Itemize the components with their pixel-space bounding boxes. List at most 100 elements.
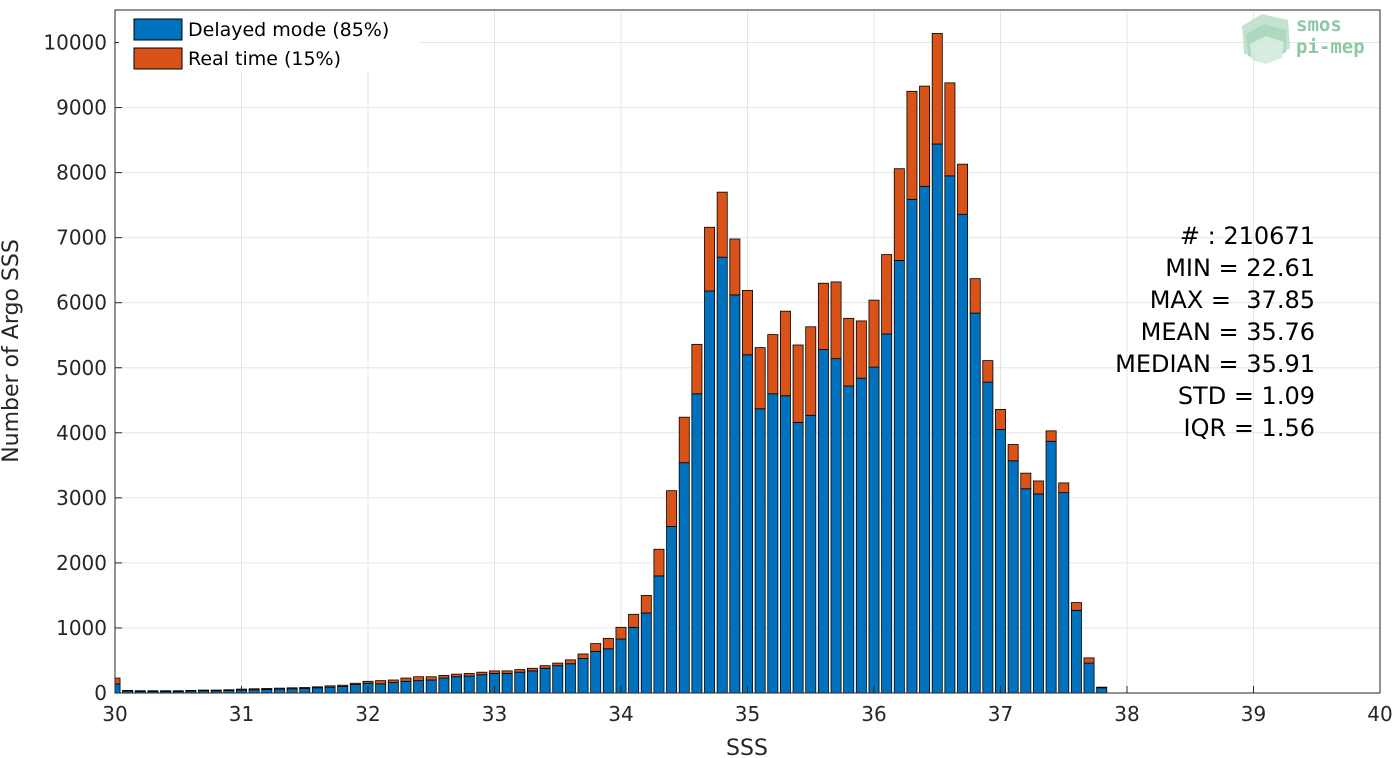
bar-real-time bbox=[957, 163, 969, 215]
bar-real-time bbox=[944, 82, 956, 177]
bar-delayed-mode bbox=[438, 677, 450, 694]
bar-real-time bbox=[324, 685, 336, 688]
bar-real-time bbox=[198, 689, 210, 692]
y-axis-label: Number of Argo SSS bbox=[0, 239, 24, 463]
bar-real-time bbox=[349, 682, 361, 685]
bar-delayed-mode bbox=[830, 358, 842, 694]
bar-real-time bbox=[261, 688, 273, 690]
bar-real-time bbox=[134, 690, 146, 692]
bar-delayed-mode bbox=[1070, 609, 1082, 694]
bar-real-time bbox=[122, 689, 134, 692]
bar-real-time bbox=[982, 360, 994, 383]
bar-delayed-mode bbox=[286, 688, 298, 694]
bar-delayed-mode bbox=[261, 689, 273, 694]
y-tick-label: 7000 bbox=[56, 226, 107, 250]
y-tick-label: 6000 bbox=[56, 291, 107, 315]
x-axis-label: SSS bbox=[726, 736, 768, 758]
bar-real-time bbox=[489, 670, 500, 674]
bar-delayed-mode bbox=[501, 673, 513, 694]
bar-real-time bbox=[704, 226, 716, 292]
legend-label-realtime: Real time (15%) bbox=[188, 48, 341, 70]
bar-real-time bbox=[1058, 482, 1070, 494]
bar-delayed-mode bbox=[425, 679, 437, 694]
bar-delayed-mode bbox=[817, 349, 829, 694]
bar-real-time bbox=[805, 326, 817, 416]
bar-real-time bbox=[843, 317, 855, 387]
x-tick-label: 39 bbox=[1241, 702, 1266, 726]
bar-real-time bbox=[476, 671, 488, 676]
bar-delayed-mode bbox=[982, 381, 994, 694]
bar-delayed-mode bbox=[1083, 662, 1095, 694]
x-tick-label: 36 bbox=[861, 702, 886, 726]
bar-real-time bbox=[160, 690, 172, 692]
stat-std: STD = 1.09 bbox=[1178, 382, 1315, 410]
bar-real-time bbox=[830, 281, 842, 360]
y-tick-label: 9000 bbox=[56, 96, 107, 120]
x-tick-label: 32 bbox=[355, 702, 380, 726]
bar-real-time bbox=[425, 676, 437, 681]
y-tick-label: 2000 bbox=[56, 551, 107, 575]
bar-delayed-mode bbox=[881, 333, 893, 694]
legend-label-delayed: Delayed mode (85%) bbox=[188, 19, 389, 41]
bar-real-time bbox=[539, 665, 551, 669]
y-tick-label: 0 bbox=[94, 681, 107, 705]
bar-real-time bbox=[413, 676, 425, 682]
bar-delayed-mode bbox=[514, 671, 526, 694]
bar-real-time bbox=[514, 669, 526, 673]
y-tick-label: 3000 bbox=[56, 486, 107, 510]
bar-real-time bbox=[185, 689, 197, 692]
bar-real-time bbox=[552, 662, 564, 667]
bar-delayed-mode bbox=[666, 526, 678, 694]
bar-delayed-mode bbox=[476, 674, 488, 694]
stat-max: MAX = 37.85 bbox=[1150, 286, 1315, 314]
bar-delayed-mode bbox=[564, 663, 576, 694]
bar-delayed-mode bbox=[1096, 687, 1108, 694]
bar-delayed-mode bbox=[754, 408, 766, 694]
bar-delayed-mode bbox=[615, 638, 627, 694]
bar-real-time bbox=[564, 659, 576, 665]
bar-real-time bbox=[1032, 480, 1044, 495]
bar-real-time bbox=[1096, 686, 1108, 689]
bar-delayed-mode bbox=[969, 312, 981, 694]
bar-real-time bbox=[400, 677, 412, 682]
legend: Delayed mode (85%) Real time (15%) bbox=[119, 12, 419, 72]
bar-real-time bbox=[362, 680, 374, 684]
bar-real-time bbox=[969, 278, 981, 314]
bar-real-time bbox=[628, 613, 640, 628]
bar-delayed-mode bbox=[1045, 440, 1057, 694]
bar-real-time bbox=[742, 289, 753, 356]
bar-delayed-mode bbox=[704, 290, 716, 694]
bar-delayed-mode bbox=[995, 429, 1006, 694]
bar-real-time bbox=[881, 254, 893, 335]
bar-delayed-mode bbox=[767, 393, 779, 694]
bar-delayed-mode bbox=[906, 198, 918, 694]
bar-real-time bbox=[526, 667, 538, 672]
bar-real-time bbox=[868, 299, 880, 368]
y-tick-label: 1000 bbox=[56, 616, 107, 640]
bar-real-time bbox=[375, 680, 387, 685]
legend-swatch-delayed bbox=[133, 18, 183, 41]
bar-delayed-mode bbox=[552, 665, 564, 694]
x-tick-label: 31 bbox=[229, 702, 254, 726]
bar-real-time bbox=[1070, 602, 1082, 611]
bar-delayed-mode bbox=[716, 256, 728, 694]
bar-delayed-mode bbox=[337, 686, 349, 694]
bar-real-time bbox=[248, 688, 260, 691]
stat-count: # : 210671 bbox=[1180, 222, 1315, 250]
bar-real-time bbox=[590, 643, 602, 652]
bar-delayed-mode bbox=[653, 575, 665, 694]
bar-delayed-mode bbox=[628, 626, 640, 694]
bar-real-time bbox=[716, 191, 728, 258]
bar-real-time bbox=[337, 684, 349, 687]
bar-delayed-mode bbox=[539, 667, 551, 694]
bar-delayed-mode bbox=[1032, 493, 1044, 694]
bar-real-time bbox=[463, 673, 475, 677]
bar-real-time bbox=[273, 687, 285, 690]
stat-mean: MEAN = 35.76 bbox=[1141, 318, 1315, 346]
bar-real-time bbox=[615, 626, 627, 640]
bar-real-time bbox=[666, 490, 678, 527]
bar-delayed-mode bbox=[349, 684, 361, 694]
bar-real-time bbox=[691, 343, 703, 395]
tick-labels: 30 31 32 33 34 35 36 37 38 39 40 0 1000 2000 3000 4000 5… bbox=[43, 31, 1392, 726]
